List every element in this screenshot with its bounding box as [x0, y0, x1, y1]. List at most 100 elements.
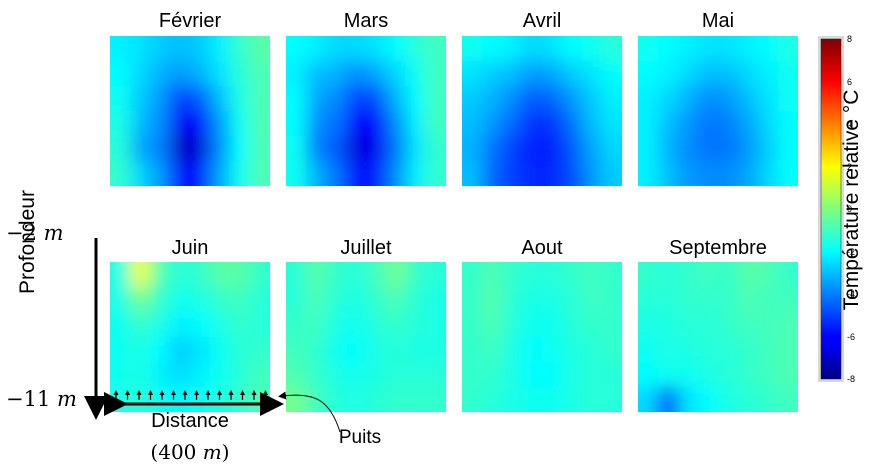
wells-row	[113, 390, 268, 400]
heatmap-cell	[482, 362, 502, 387]
heatmap-cell	[698, 337, 718, 362]
heatmap-cell	[602, 36, 622, 61]
heatmap-cell	[406, 86, 426, 111]
heatmap-cell	[738, 86, 758, 111]
heatmap-cell	[170, 86, 190, 111]
well-arrow-head	[113, 390, 119, 395]
heatmap-panel	[638, 36, 798, 186]
heatmap-cell	[522, 362, 542, 387]
heatmap-cell	[658, 61, 678, 86]
heatmap-cell	[738, 312, 758, 337]
heatmap-cell	[386, 36, 406, 61]
heatmap-cell	[426, 262, 446, 287]
heatmap-cell	[110, 61, 130, 86]
heatmap-cell	[678, 362, 698, 387]
heatmap-cell	[462, 111, 482, 136]
heatmap-cell	[306, 161, 326, 186]
heatmap-cell	[602, 337, 622, 362]
heatmap-cell	[638, 287, 658, 312]
heatmap-cell	[190, 136, 210, 161]
heatmap-cell	[286, 312, 306, 337]
heatmap-cell	[170, 161, 190, 186]
heatmap-cell	[718, 262, 738, 287]
heatmap-cell	[346, 387, 366, 412]
heatmap-cell	[110, 36, 130, 61]
heatmap-cell	[286, 362, 306, 387]
heatmap-cell	[150, 111, 170, 136]
heatmap-cell	[522, 387, 542, 412]
heatmap-cell	[778, 161, 798, 186]
heatmap-cell	[170, 287, 190, 312]
heatmap-cell	[386, 136, 406, 161]
heatmap-cell	[698, 36, 718, 61]
heatmap-cell	[170, 312, 190, 337]
heatmap-cell	[426, 337, 446, 362]
heatmap-cell	[482, 111, 502, 136]
heatmap-cell	[250, 161, 270, 186]
heatmap-cell	[522, 262, 542, 287]
heatmap-cell	[230, 161, 250, 186]
heatmap-cell	[602, 387, 622, 412]
heatmap-cell	[230, 111, 250, 136]
heatmap-cell	[306, 337, 326, 362]
well-arrow-head	[194, 390, 199, 395]
heatmap-cell	[542, 86, 562, 111]
heatmap-cell	[502, 312, 522, 337]
heatmap-cell	[502, 262, 522, 287]
heatmap-cell	[602, 362, 622, 387]
heatmap-cell	[286, 387, 306, 412]
heatmap-cell	[582, 337, 602, 362]
heatmap-cell	[110, 262, 130, 287]
heatmap-cell	[658, 362, 678, 387]
heatmap-panel	[110, 36, 270, 186]
heatmap-cell	[462, 337, 482, 362]
heatmap-cell	[602, 86, 622, 111]
heatmap-cell	[150, 362, 170, 387]
heatmap-cell	[562, 111, 582, 136]
heatmap-cell	[778, 387, 798, 412]
heatmap-cell	[250, 287, 270, 312]
heatmap-cell	[250, 337, 270, 362]
heatmap-cell	[210, 111, 230, 136]
heatmap-cell	[738, 362, 758, 387]
heatmap-cell	[326, 337, 346, 362]
heatmap-cell	[658, 111, 678, 136]
heatmap-cell	[638, 362, 658, 387]
heatmap-cell	[110, 86, 130, 111]
heatmap-cell	[542, 312, 562, 337]
well-arrow-head	[159, 390, 165, 395]
heatmap-cell	[306, 36, 326, 61]
heatmap-cell	[522, 36, 542, 61]
heatmap-cell	[170, 36, 190, 61]
heatmap-cell	[406, 387, 426, 412]
heatmap-cell	[502, 86, 522, 111]
heatmap-cell	[562, 287, 582, 312]
heatmap-cell	[346, 161, 366, 186]
heatmap-cell	[406, 111, 426, 136]
heatmap-cell	[150, 287, 170, 312]
heatmap-cell	[758, 387, 778, 412]
heatmap-cell	[602, 262, 622, 287]
heatmap-cell	[638, 36, 658, 61]
heatmap-cell	[210, 312, 230, 337]
heatmap-cell	[406, 61, 426, 86]
heatmap-cell	[778, 262, 798, 287]
heatmap-cell	[582, 362, 602, 387]
heatmap-cell	[366, 61, 386, 86]
heatmap-cell	[426, 136, 446, 161]
heatmap-cell	[110, 312, 130, 337]
heatmap-cell	[230, 86, 250, 111]
heatmap-cell	[286, 136, 306, 161]
heatmap-cell	[482, 36, 502, 61]
well-arrow-head	[136, 390, 142, 395]
heatmap-cell	[522, 161, 542, 186]
heatmap-cell	[366, 337, 386, 362]
heatmap-cell	[326, 312, 346, 337]
heatmap-cell	[366, 36, 386, 61]
heatmap-cell	[326, 136, 346, 161]
heatmap-cell	[658, 86, 678, 111]
panel-title: Septembre	[669, 237, 767, 259]
heatmap-cell	[366, 387, 386, 412]
heatmap-cell	[210, 161, 230, 186]
heatmap-cell	[738, 111, 758, 136]
